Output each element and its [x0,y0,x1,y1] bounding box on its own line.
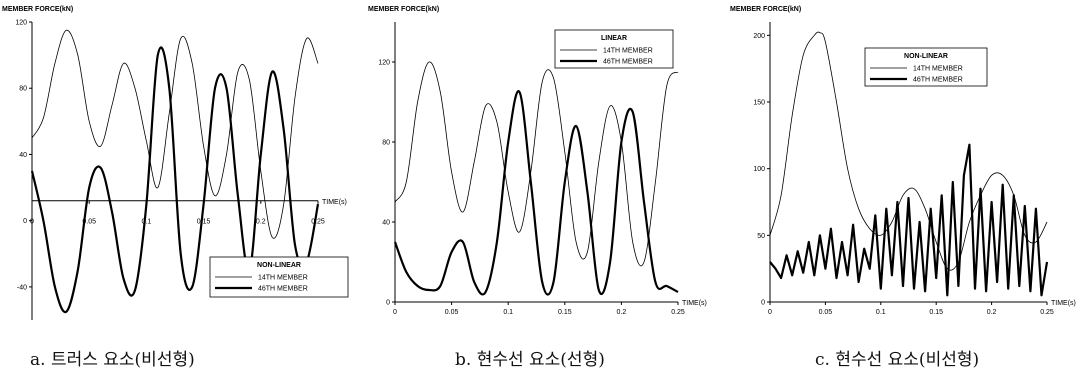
y-axis-label: MEMBER FORCE(kN) [2,6,73,13]
x-tick-label: 0.05 [819,309,833,316]
chart-c-caption: c. 현수선 요소(비선형) [815,350,980,370]
series-line-46th-member [769,143,1049,297]
legend-entry: 46TH MEMBER [258,286,308,293]
chart-panel-a: MEMBER FORCE(kN) -40 0 40 80 120 0 0.05 0.1 0.15 0… [0,0,360,370]
y-tick-label: 80 [19,86,27,93]
chart-b-plot: MEMBER FORCE(kN) 0 40 80 120 0 0.05 0.1 0.15 0.2 0… [368,6,707,316]
series-line-14th-member [31,29,319,239]
legend-entry: 46TH MEMBER [913,77,963,84]
x-tick-label: 0.1 [142,219,152,226]
series-line-46th-member [393,90,679,296]
legend-entry: 46TH MEMBER [603,59,653,66]
y-tick-label: 0 [386,300,390,307]
x-tick-label: 0.2 [617,309,627,316]
legend-entry: 14TH MEMBER [603,48,653,55]
legend-title: NON-LINEAR [257,262,301,269]
x-tick-label: 0 [768,309,772,316]
legend-title: LINEAR [601,35,627,42]
series-line-14th-member [394,61,679,267]
y-axis-label: MEMBER FORCE(kN) [368,6,439,13]
x-tick-label: 0.2 [256,219,266,226]
y-axis-label: MEMBER FORCE(kN) [730,6,801,13]
x-tick-label: 0 [393,309,397,316]
chart-c-plot: MEMBER FORCE(kN) 0 50 100 150 200 0 0.05 0.1 0.15… [730,6,1076,316]
y-tick-label: 0 [23,218,27,225]
chart-a-plot: MEMBER FORCE(kN) -40 0 40 80 120 0 0.05 0.1 0.15 0… [2,6,349,320]
x-tick-label: 0.15 [197,219,211,226]
y-tick-label: 120 [15,20,27,27]
x-axis-label: TIME(s) [1051,300,1076,307]
y-tick-label: 80 [382,140,390,147]
y-tick-label: 40 [19,152,27,159]
chart-b-caption: b. 현수선 요소(선형) [455,350,605,370]
x-tick-label: 0.15 [558,309,572,316]
x-axis-label: TIME(s) [322,199,347,206]
chart-panel-c: MEMBER FORCE(kN) 0 50 100 150 200 0 0.05 0.1 0.15… [725,0,1090,370]
x-tick-label: 0.25 [671,309,685,316]
x-tick-label: 0.15 [929,309,943,316]
x-axis-label: TIME(s) [682,300,707,307]
legend-entry: 14TH MEMBER [913,66,963,73]
chart-a-caption: a. 트러스 요소(비선형) [30,350,195,370]
y-tick-label: 50 [757,233,765,240]
x-tick-label: 0.25 [311,219,325,226]
x-tick-label: 0.2 [987,309,997,316]
series-line-14th-member [769,31,1048,271]
y-tick-label: 200 [753,33,765,40]
x-tick-label: 0 [30,219,34,226]
y-tick-label: 40 [382,220,390,227]
y-tick-label: 120 [378,60,390,67]
y-tick-label: 0 [761,300,765,307]
x-tick-label: 0.05 [82,219,96,226]
x-tick-label: 0.25 [1040,309,1054,316]
legend-title: NON-LINEAR [904,53,948,60]
legend-entry: 14TH MEMBER [258,275,308,282]
x-tick-label: 0.1 [503,309,513,316]
x-tick-label: 0.1 [876,309,886,316]
x-tick-label: 0.05 [445,309,459,316]
y-tick-label: 100 [753,166,765,173]
y-tick-label: 150 [753,100,765,107]
series-line-46th-member [30,46,320,314]
y-tick-label: -40 [17,284,27,291]
chart-panel-b: MEMBER FORCE(kN) 0 40 80 120 0 0.05 0.1 0.15 0.2 0… [360,0,725,370]
